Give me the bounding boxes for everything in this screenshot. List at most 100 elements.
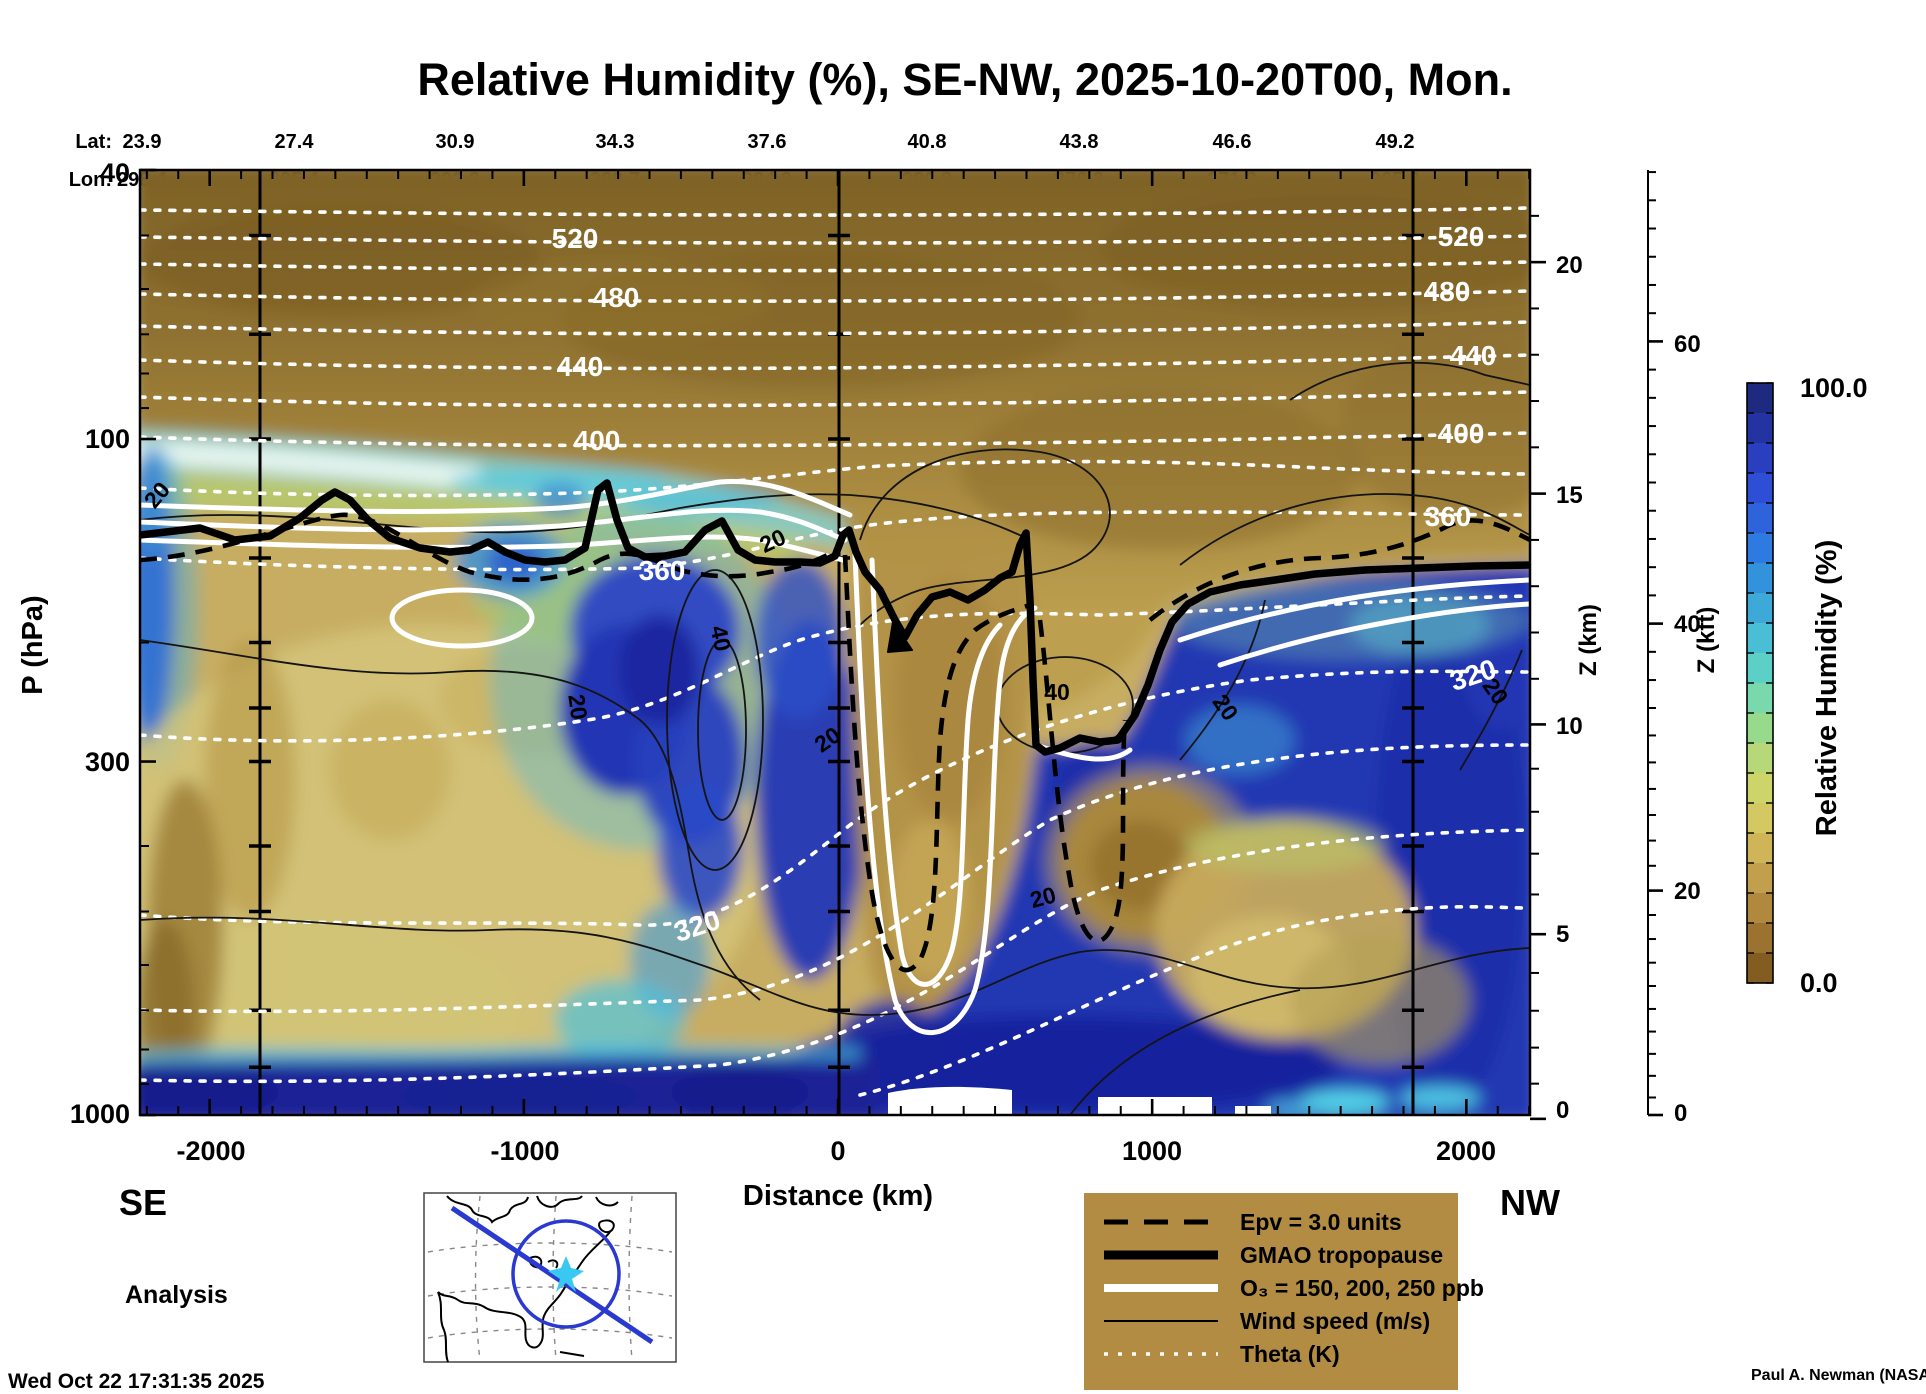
- colorbar-segment: [1747, 443, 1773, 474]
- zkft-tick: 60: [1674, 331, 1701, 358]
- map-inset: [423, 1192, 677, 1363]
- theta-label: 360: [1425, 501, 1472, 532]
- wind-label: 40: [1044, 679, 1070, 705]
- lat-value: 27.4: [275, 131, 315, 153]
- pressure-axis: 40 100 300 1000 P (hPa): [17, 158, 130, 1129]
- wind-label: 20: [563, 692, 592, 721]
- colorbar-min: 0.0: [1800, 968, 1838, 998]
- distance-tick: 1000: [1122, 1136, 1182, 1166]
- epv-contour: [140, 512, 1530, 973]
- colorbar-segment: [1747, 653, 1773, 684]
- colorbar-segment: [1747, 863, 1773, 894]
- colorbar-title: Relative Humidity (%): [1811, 540, 1843, 837]
- lat-value: 43.8: [1060, 131, 1099, 153]
- map-range-circle: [511, 1219, 621, 1329]
- colorbar-segment: [1747, 833, 1773, 864]
- colorbar-segment: [1747, 923, 1773, 954]
- colorbar-segment: [1747, 623, 1773, 654]
- pressure-tick: 300: [85, 747, 130, 777]
- zkft-tick: 20: [1674, 878, 1701, 905]
- zkft-axis-label: Z (kft): [1693, 607, 1720, 674]
- zkm-tick: 15: [1556, 482, 1583, 509]
- legend-label-wind: Wind speed (m/s): [1240, 1308, 1430, 1334]
- colorbar: [1746, 382, 1774, 984]
- legend-label-ozone: O₃ = 150, 200, 250 ppb: [1240, 1275, 1484, 1301]
- lon-label: Lon:: [69, 169, 112, 191]
- zkft-tick: 0: [1674, 1100, 1687, 1127]
- map-section-line: [450, 1205, 654, 1345]
- z-kft-axis: 60 40 20 0 Z (kft): [1674, 331, 1720, 1127]
- distance-tick: -1000: [490, 1136, 559, 1166]
- axis-ticks: [140, 168, 1663, 1121]
- colorbar-segment: [1747, 893, 1773, 924]
- z-km-axis: 20 15 10 5 0 Z (km): [1556, 252, 1602, 1124]
- distance-tick: -2000: [176, 1136, 245, 1166]
- lat-value: 49.2: [1376, 131, 1415, 153]
- analysis-label: Analysis: [125, 1281, 228, 1309]
- theta-label: 360: [639, 555, 686, 586]
- pressure-tick: 100: [85, 424, 130, 454]
- zkm-axis-label: Z (km): [1575, 604, 1602, 676]
- colorbar-segment: [1747, 713, 1773, 744]
- timestamp: Wed Oct 22 17:31:35 2025: [8, 1370, 265, 1393]
- theta-label: 440: [557, 351, 604, 382]
- colorbar-border: [1746, 382, 1774, 984]
- top-axis-lat-row: Lat: 23.9 27.4 30.9 34.3 37.6 40.8 43.8 …: [75, 131, 1414, 153]
- theta-label: 520: [1438, 221, 1485, 252]
- legend-label-epv: Epv = 3.0 units: [1240, 1209, 1402, 1235]
- colorbar-segment: [1747, 473, 1773, 504]
- pressure-tick: 1000: [70, 1099, 130, 1129]
- map-location-star: [548, 1256, 584, 1292]
- legend-label-theta: Theta (K): [1240, 1341, 1340, 1367]
- distance-axis: -2000 -1000 0 1000 2000 Distance (km): [176, 1136, 1496, 1212]
- theta-label: 400: [1438, 418, 1485, 449]
- theta-label: 440: [1450, 340, 1497, 371]
- surface-white-gaps: [888, 1086, 1271, 1115]
- zkm-tick: 10: [1556, 713, 1583, 740]
- tropopause-line: [140, 479, 1530, 756]
- wind-label: 40: [705, 623, 736, 653]
- lat-value: 34.3: [596, 131, 635, 153]
- colorbar-segment: [1747, 563, 1773, 594]
- colorbar-segment: [1747, 533, 1773, 564]
- theta-contours: [140, 206, 1530, 1097]
- map-graticule: [427, 1195, 673, 1361]
- lat-value: 23.9: [123, 131, 162, 153]
- pressure-axis-label: P (hPa): [17, 595, 49, 694]
- lat-value: 37.6: [748, 131, 787, 153]
- endpoint-se: SE: [119, 1182, 167, 1223]
- lat-value: 30.9: [436, 131, 475, 153]
- distance-tick: 0: [830, 1136, 845, 1166]
- colorbar-segment: [1747, 683, 1773, 714]
- colorbar-segment: [1747, 953, 1773, 984]
- colorbar-segment: [1747, 383, 1773, 414]
- zkm-tick: 20: [1556, 252, 1583, 279]
- colorbar-segment: [1747, 743, 1773, 774]
- theta-label: 480: [593, 282, 640, 313]
- colorbar-segment: [1747, 503, 1773, 534]
- page-title: Relative Humidity (%), SE-NW, 2025-10-20…: [417, 54, 1512, 105]
- theta-label: 520: [552, 223, 599, 254]
- endpoint-nw: NW: [1500, 1182, 1560, 1223]
- lat-value: 46.6: [1213, 131, 1252, 153]
- colorbar-segment: [1747, 773, 1773, 804]
- lat-value: 40.8: [908, 131, 947, 153]
- legend-label-tropopause: GMAO tropopause: [1240, 1242, 1443, 1268]
- theta-label: 480: [1424, 276, 1471, 307]
- distance-tick: 2000: [1436, 1136, 1496, 1166]
- credit: Paul A. Newman (NASA: [1751, 1367, 1926, 1384]
- pressure-tick: 40: [100, 158, 130, 188]
- colorbar-segment: [1747, 803, 1773, 834]
- legend: Epv = 3.0 units GMAO tropopause O₃ = 150…: [1084, 1193, 1484, 1390]
- distance-axis-label: Distance (km): [743, 1180, 933, 1212]
- contour-labels: 520 480 440 400 360 320 520 480 440 400 …: [140, 221, 1514, 948]
- colorbar-max: 100.0: [1800, 373, 1868, 403]
- zkm-tick: 5: [1556, 921, 1569, 948]
- zkm-tick: 0: [1556, 1097, 1569, 1124]
- theta-label: 400: [574, 425, 621, 456]
- colorbar-segment: [1747, 413, 1773, 444]
- colorbar-segment: [1747, 593, 1773, 624]
- zkft-tick: 40: [1674, 611, 1701, 638]
- lat-label: Lat:: [75, 131, 112, 153]
